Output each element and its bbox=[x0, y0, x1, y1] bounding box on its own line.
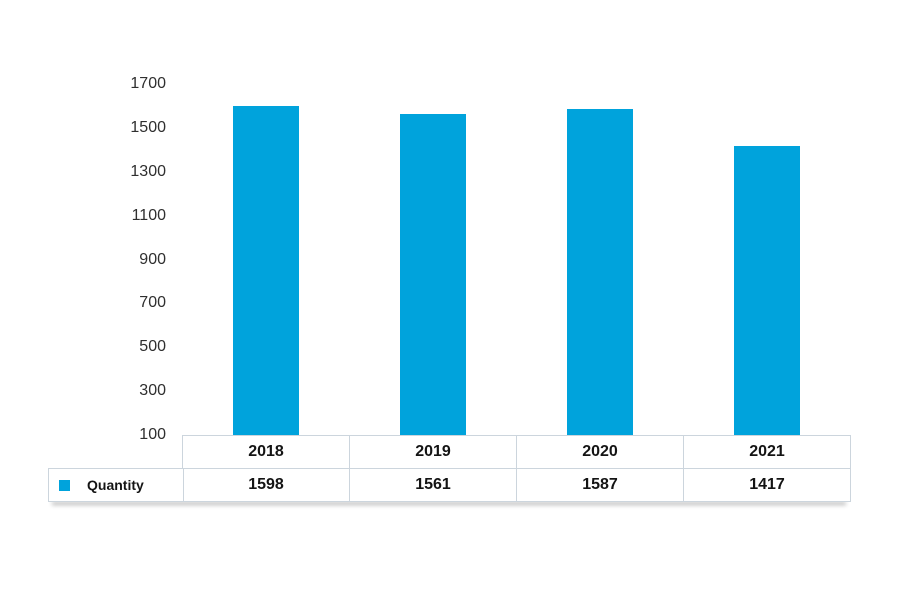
bar-2019 bbox=[399, 114, 466, 435]
value-cell: 1417 bbox=[683, 468, 851, 502]
y-axis-tick-label: 100 bbox=[139, 426, 166, 443]
year-header-cell: 2019 bbox=[349, 435, 517, 469]
value-cell: 1587 bbox=[516, 468, 684, 502]
legend-swatch-icon bbox=[59, 479, 70, 491]
y-axis-tick-label: 700 bbox=[139, 294, 166, 312]
legend-label: Quantity bbox=[87, 477, 144, 493]
year-header-cell: 2021 bbox=[683, 435, 851, 469]
bar-2018 bbox=[232, 106, 299, 435]
y-axis-tick-label: 500 bbox=[139, 338, 166, 356]
y-axis-tick-label: 300 bbox=[139, 382, 166, 400]
bar-2021 bbox=[733, 146, 800, 435]
y-axis-tick-label: 1100 bbox=[131, 206, 166, 224]
value-cell: 1561 bbox=[349, 468, 517, 502]
y-axis-tick-label: 1700 bbox=[130, 75, 166, 92]
y-axis-tick-label: 900 bbox=[139, 250, 166, 268]
year-header-cell: 2020 bbox=[516, 435, 684, 469]
y-axis-tick-label: 1300 bbox=[130, 162, 166, 180]
y-axis-tick-label: 1500 bbox=[130, 118, 166, 136]
value-cell: 1598 bbox=[182, 468, 350, 502]
year-header-cell: 2018 bbox=[182, 435, 350, 469]
bar-2020 bbox=[566, 108, 633, 435]
legend-cell: Quantity bbox=[48, 468, 184, 502]
